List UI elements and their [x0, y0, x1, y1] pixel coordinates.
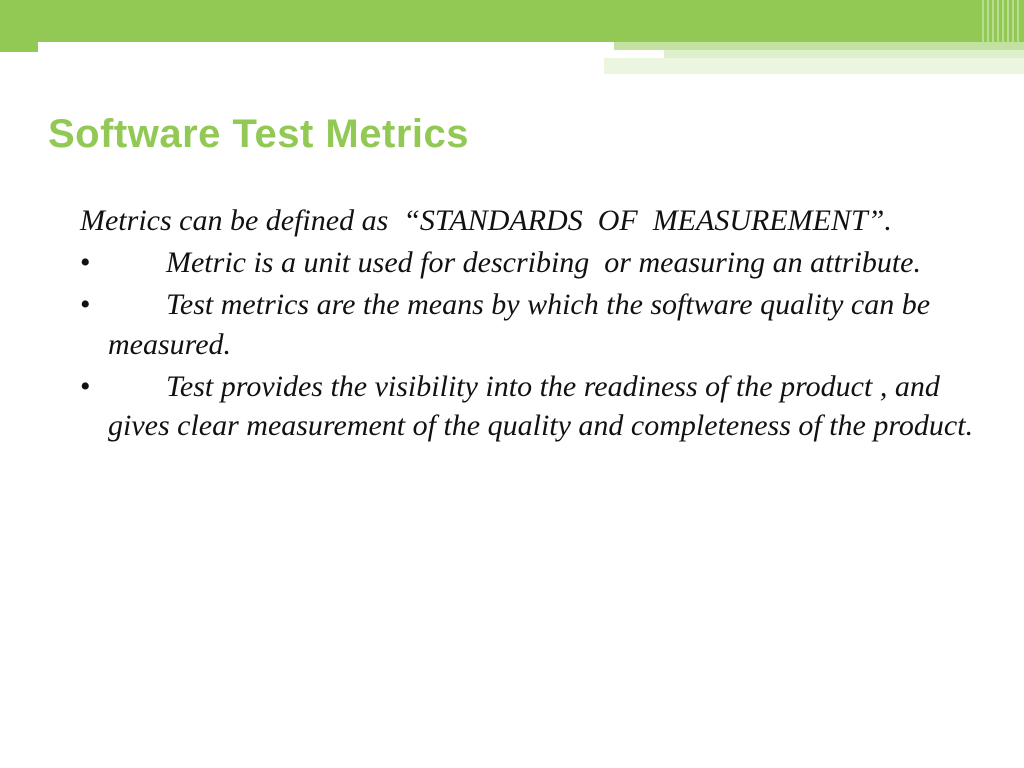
list-item: Test provides the visibility into the re…	[80, 367, 976, 447]
slide-title: Software Test Metrics	[48, 112, 976, 157]
header-bar	[0, 0, 1024, 42]
slide-body: Metrics can be defined as “STANDARDS OF …	[48, 201, 976, 446]
slide-content: Software Test Metrics Metrics can be def…	[0, 42, 1024, 446]
intro-text: Metrics can be defined as “STANDARDS OF …	[80, 201, 976, 241]
bullet-text: Test metrics are the means by which the …	[108, 288, 938, 361]
bullet-list: Metric is a unit used for describing or …	[80, 243, 976, 446]
bullet-text: Test provides the visibility into the re…	[108, 370, 973, 443]
bullet-text: Metric is a unit used for describing or …	[166, 246, 921, 279]
header-decorative-lines	[982, 0, 1022, 42]
list-item: Test metrics are the means by which the …	[80, 285, 976, 365]
list-item: Metric is a unit used for describing or …	[80, 243, 976, 283]
